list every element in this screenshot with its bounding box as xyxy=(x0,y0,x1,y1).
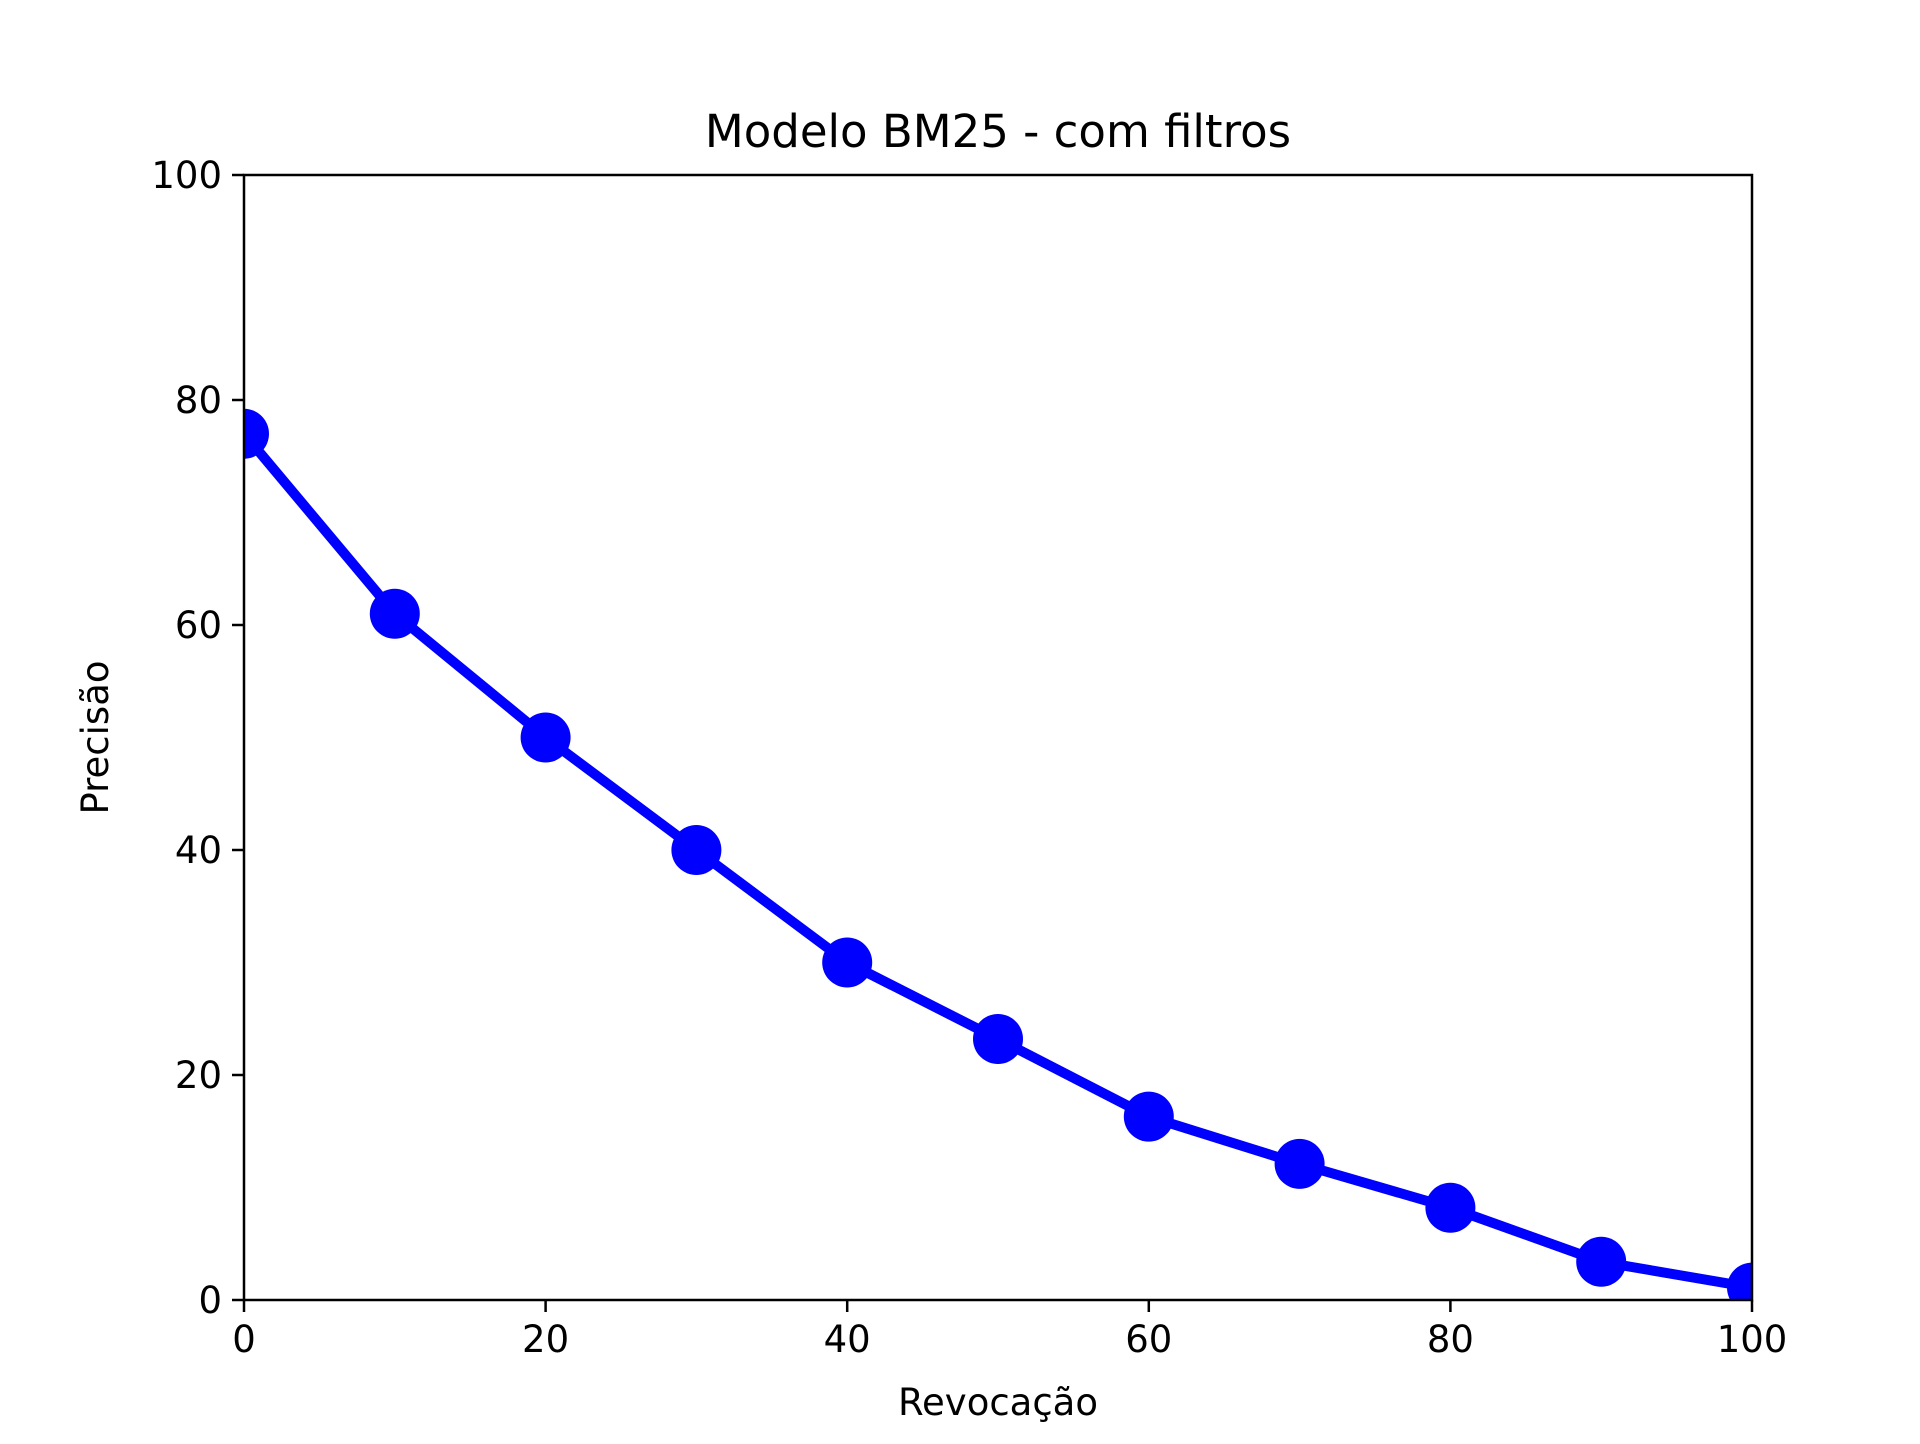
x-axis-label: Revocação xyxy=(898,1381,1098,1424)
chart-title: Modelo BM25 - com filtros xyxy=(705,105,1291,158)
x-tick-label: 40 xyxy=(824,1318,871,1361)
y-tick-label: 20 xyxy=(175,1054,222,1097)
series-line xyxy=(244,430,1752,1293)
axes xyxy=(242,173,1754,1302)
x-tick-label: 80 xyxy=(1427,1318,1474,1361)
data-point xyxy=(1274,1138,1325,1189)
y-axis-ticks: 0 20 40 60 80 100 xyxy=(151,154,244,1322)
data-point xyxy=(1727,1262,1752,1300)
x-tick-label: 100 xyxy=(1717,1318,1788,1361)
data-point xyxy=(369,588,420,639)
y-tick-label: 100 xyxy=(151,154,222,197)
y-tick-label: 80 xyxy=(175,379,222,422)
y-tick-label: 0 xyxy=(198,1279,222,1322)
data-point xyxy=(1576,1236,1627,1287)
axes-frame xyxy=(242,173,1754,1302)
x-tick-label: 0 xyxy=(232,1318,256,1361)
x-tick-label: 20 xyxy=(522,1318,569,1361)
x-tick-label: 60 xyxy=(1125,1318,1172,1361)
data-point xyxy=(1123,1091,1174,1142)
plot-area xyxy=(244,408,1752,1300)
y-axis-label: Precisão xyxy=(74,660,117,814)
data-point xyxy=(671,825,722,875)
data-point xyxy=(244,408,269,459)
data-point xyxy=(973,1014,1023,1064)
data-point xyxy=(1425,1182,1476,1233)
y-tick-label: 40 xyxy=(175,829,222,872)
y-tick-label: 60 xyxy=(175,604,222,647)
x-axis-ticks: 0 20 40 60 80 100 xyxy=(232,1300,1787,1361)
data-point xyxy=(822,937,873,988)
data-point xyxy=(520,712,571,763)
